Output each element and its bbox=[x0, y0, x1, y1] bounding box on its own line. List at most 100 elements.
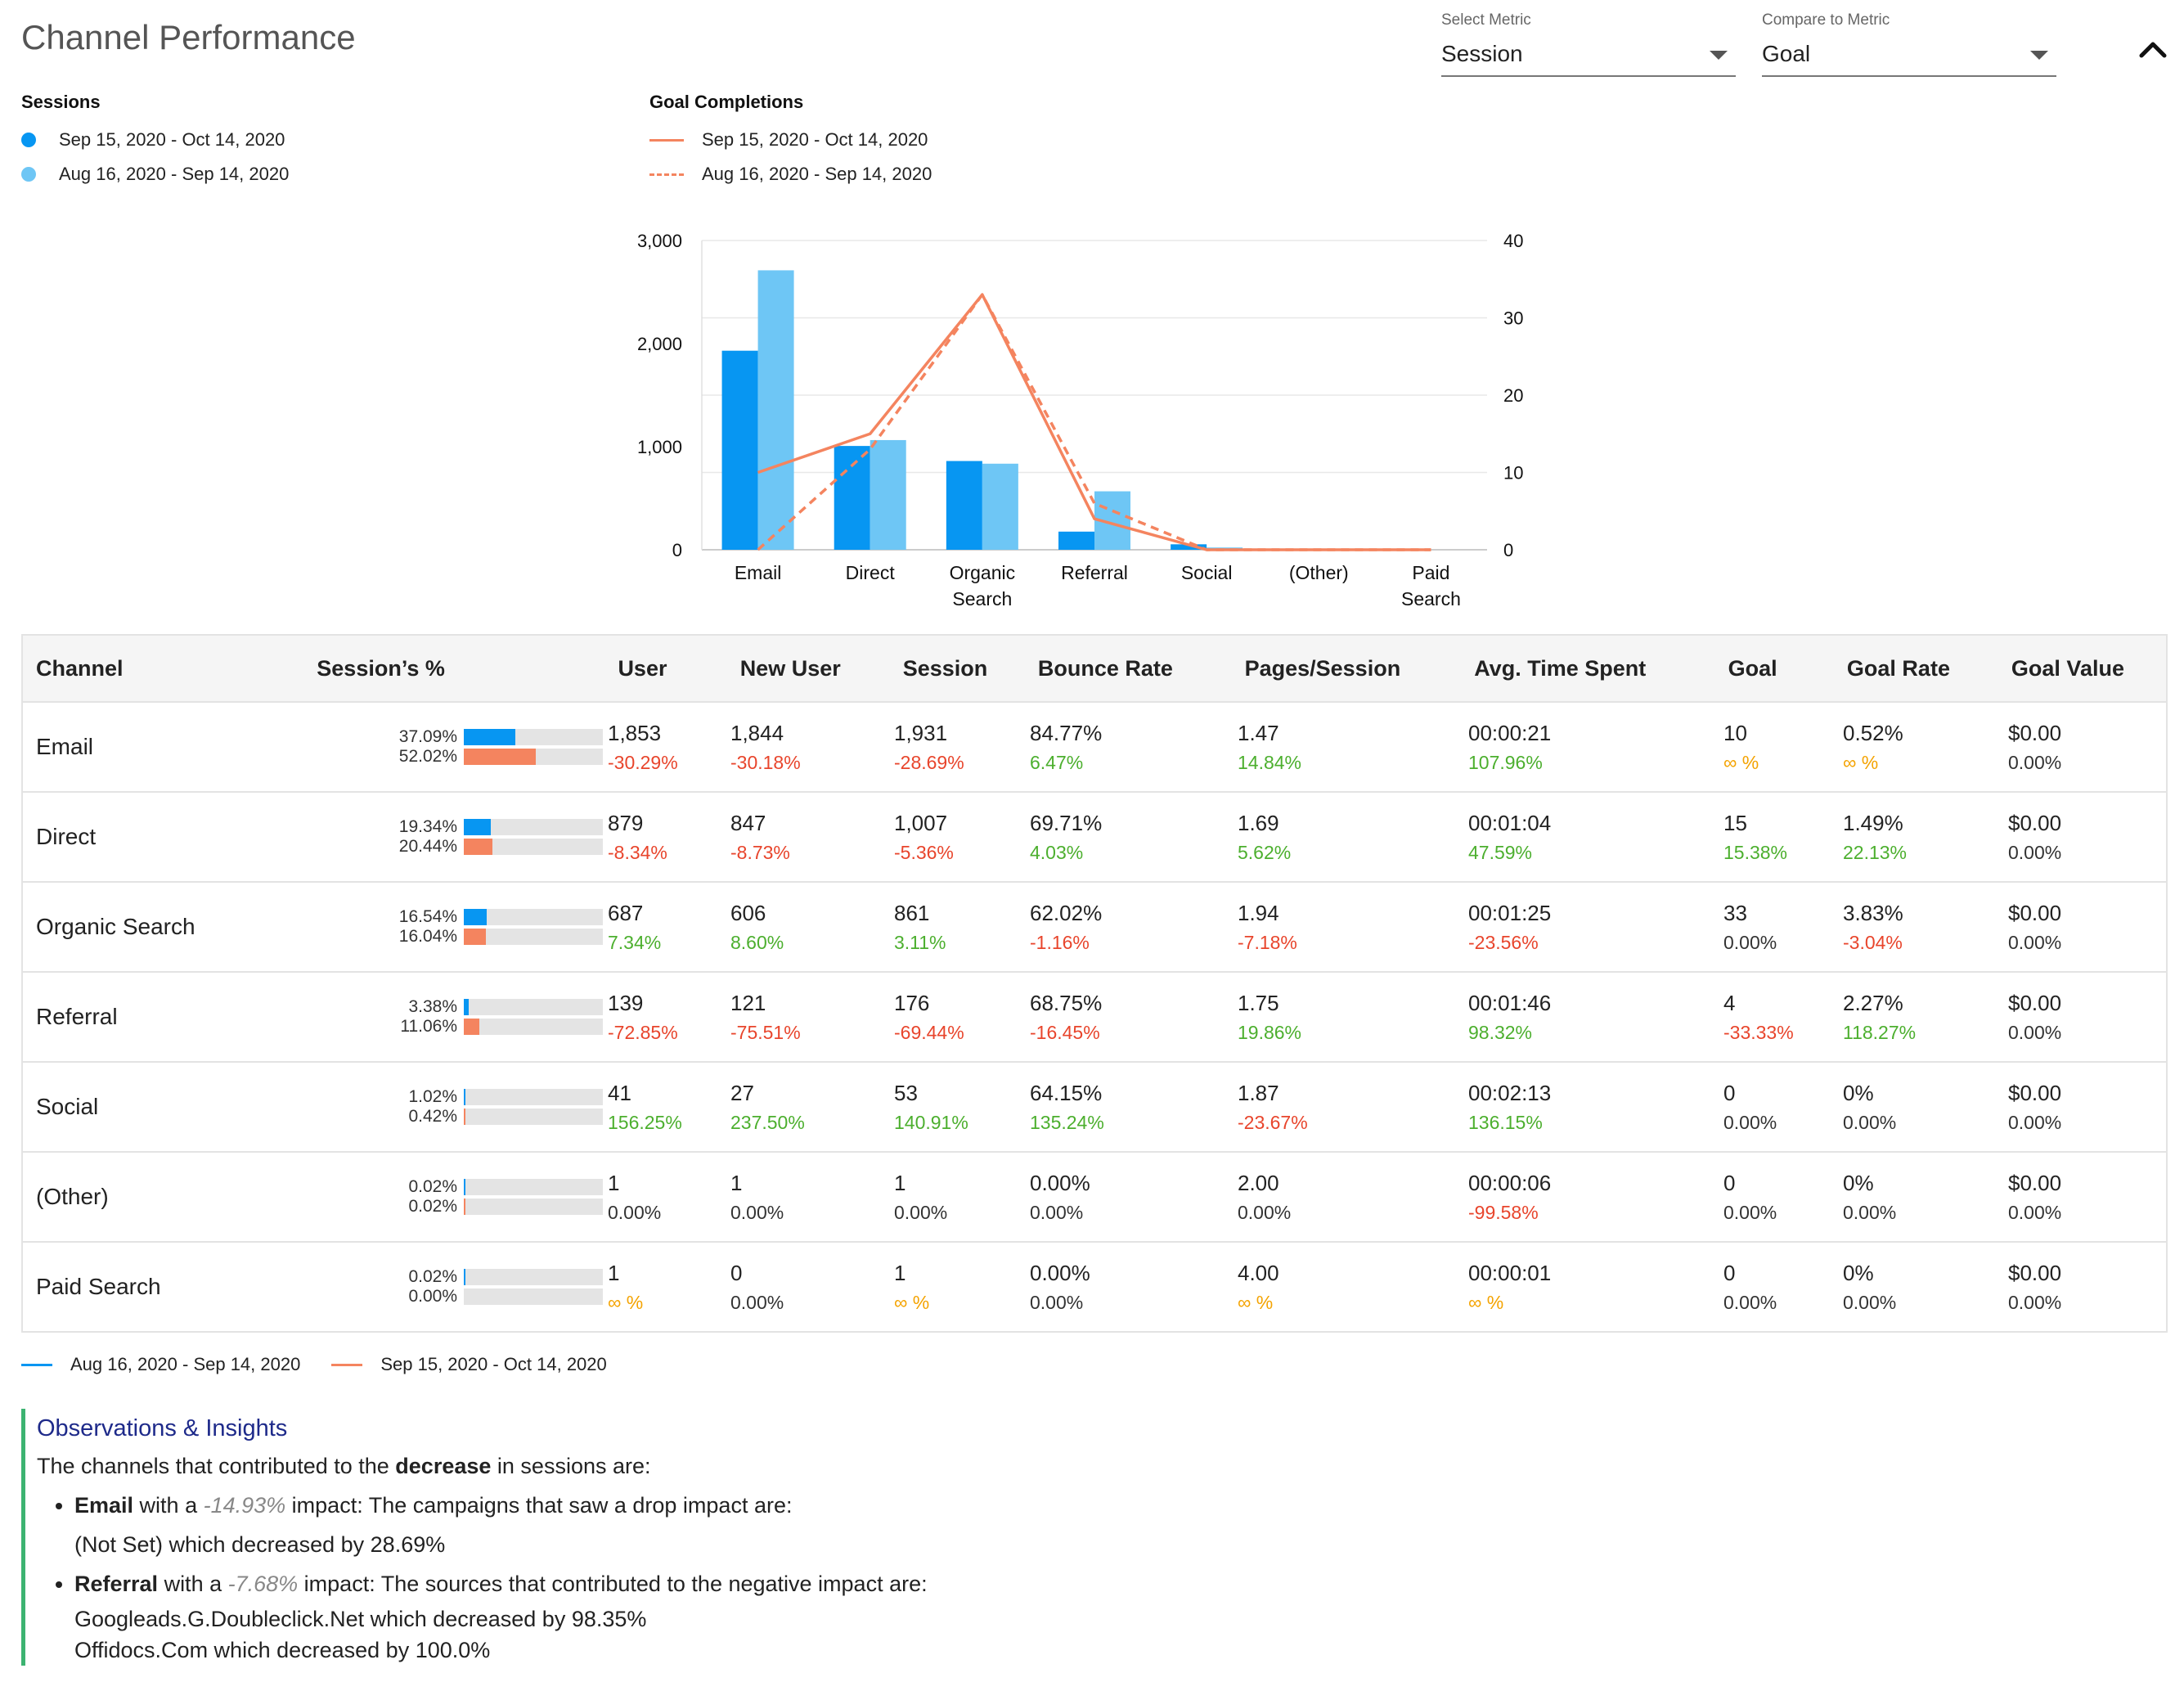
share-previous: 20.44% bbox=[305, 837, 603, 857]
goal-value-cell: $0.00 0.00% bbox=[2008, 703, 2164, 791]
compare-metric-value: Goal bbox=[1762, 41, 1811, 66]
channel-name: Referral bbox=[36, 1004, 118, 1029]
channel-name: Paid Search bbox=[36, 1274, 161, 1299]
session-bar-current bbox=[1058, 531, 1094, 550]
share-current-bar bbox=[464, 729, 603, 745]
pages-session-cell: 1.75 19.86% bbox=[1238, 973, 1468, 1061]
x-axis-category-label: Referral bbox=[1061, 562, 1128, 583]
goal-change: ∞ % bbox=[1723, 752, 1759, 773]
observation-detail: Googleads.G.Doubleclick.Net which decrea… bbox=[74, 1607, 647, 1631]
session-share-cell: 37.09% 52.02% bbox=[305, 703, 608, 791]
goal-rate-cell: 3.83% -3.04% bbox=[1843, 883, 2008, 971]
intro-bold: decrease bbox=[395, 1454, 492, 1478]
bounce-rate-cell: 68.75% -16.45% bbox=[1030, 973, 1238, 1061]
dropdown-caret-icon bbox=[1710, 51, 1728, 60]
table-row: (Other) 0.02% 0.02% 1 0.00% 1 0.00% 1 0.00% 0.00%… bbox=[23, 1153, 2166, 1243]
bounce-rate-value: 0.00% bbox=[1030, 1171, 1090, 1195]
observation-text: impact: The sources that contributed to … bbox=[298, 1572, 928, 1596]
session-value: 1 bbox=[894, 1171, 906, 1195]
observation-channel: Email bbox=[74, 1493, 134, 1518]
share-current-pct: 37.09% bbox=[398, 727, 457, 746]
legend-dot-icon bbox=[21, 133, 36, 147]
session-cell: 1,007 -5.36% bbox=[894, 793, 1030, 881]
compare-metric-dropdown[interactable]: Goal bbox=[1762, 38, 2056, 77]
pages-session-value: 1.87 bbox=[1238, 1081, 1279, 1105]
share-previous-pct: 20.44% bbox=[398, 837, 457, 856]
pages-session-cell: 1.94 -7.18% bbox=[1238, 883, 1468, 971]
goal-rate-change: 0.00% bbox=[1843, 1292, 1897, 1313]
share-current: 0.02% bbox=[305, 1177, 603, 1197]
share-current-bar-fill bbox=[464, 909, 488, 925]
user-value: 687 bbox=[608, 901, 644, 925]
share-current-pct: 0.02% bbox=[408, 1267, 457, 1286]
session-value: 1 bbox=[894, 1261, 906, 1285]
goal-value-change: 0.00% bbox=[2008, 1112, 2062, 1133]
share-previous: 16.04% bbox=[305, 927, 603, 947]
goal-value-value: $0.00 bbox=[2008, 811, 2062, 835]
chevron-up-icon[interactable] bbox=[2137, 36, 2169, 61]
session-value: 861 bbox=[894, 901, 930, 925]
bounce-rate-cell: 84.77% 6.47% bbox=[1030, 703, 1238, 791]
observation-impact: -14.93% bbox=[203, 1493, 286, 1518]
share-current: 19.34% bbox=[305, 817, 603, 837]
new-user-value: 121 bbox=[730, 991, 766, 1015]
observation-item: Referral with a -7.68% impact: The sourc… bbox=[74, 1564, 1166, 1603]
share-current-bar bbox=[464, 1179, 603, 1195]
session-change: -28.69% bbox=[894, 752, 964, 773]
legend-label: Sep 15, 2020 - Oct 14, 2020 bbox=[380, 1354, 607, 1374]
observation-channel: Referral bbox=[74, 1572, 159, 1596]
pages-session-cell: 1.69 5.62% bbox=[1238, 793, 1468, 881]
session-change: 0.00% bbox=[894, 1202, 948, 1223]
select-metric-dropdown[interactable]: Session bbox=[1441, 38, 1736, 77]
goal-value-value: $0.00 bbox=[2008, 991, 2062, 1015]
share-current-bar bbox=[464, 1269, 603, 1285]
share-current: 16.54% bbox=[305, 907, 603, 927]
channel-name: Direct bbox=[36, 824, 97, 849]
session-share-cell: 19.34% 20.44% bbox=[305, 793, 608, 881]
share-current-bar bbox=[464, 1089, 603, 1105]
table-row: Referral 3.38% 11.06% 139 -72.85% 121 -75.51% 1… bbox=[23, 973, 2166, 1063]
bounce-rate-change: 0.00% bbox=[1030, 1202, 1084, 1223]
new-user-change: 8.60% bbox=[730, 932, 784, 953]
session-share-cell: 16.54% 16.04% bbox=[305, 883, 608, 971]
new-user-value: 847 bbox=[730, 811, 766, 835]
goal-value-value: $0.00 bbox=[2008, 1261, 2062, 1285]
goal-value-cell: $0.00 0.00% bbox=[2008, 1243, 2164, 1331]
share-previous-bar-fill bbox=[464, 929, 487, 945]
pages-session-value: 2.00 bbox=[1238, 1171, 1279, 1195]
avg-time-value: 00:02:13 bbox=[1468, 1081, 1552, 1105]
new-user-value: 1,844 bbox=[730, 721, 784, 745]
observation-with: with a bbox=[133, 1493, 204, 1518]
goal-rate-value: 0.52% bbox=[1843, 721, 1903, 745]
observation-impact: -7.68% bbox=[227, 1572, 299, 1596]
goal-value: 10 bbox=[1723, 721, 1747, 745]
session-bar-previous bbox=[982, 463, 1018, 550]
new-user-change: 237.50% bbox=[730, 1112, 805, 1133]
new-user-value: 606 bbox=[730, 901, 766, 925]
channel-name: Organic Search bbox=[36, 914, 195, 939]
goal-cell: 4 -33.33% bbox=[1723, 973, 1843, 1061]
session-bar-previous bbox=[757, 270, 794, 550]
goal-rate-change: 22.13% bbox=[1843, 842, 1908, 863]
legend-line-icon bbox=[331, 1363, 363, 1366]
user-change: -8.34% bbox=[608, 842, 667, 863]
left-axis-tick-label: 3,000 bbox=[637, 231, 682, 251]
share-current-pct: 0.02% bbox=[408, 1177, 457, 1196]
channel-performance-chart: 0 1,000 2,000 3,000 0 10 20 30 40 Email Direct Orga… bbox=[637, 231, 1524, 609]
session-bar-previous bbox=[870, 439, 906, 550]
goal-value: 33 bbox=[1723, 901, 1747, 925]
table-row: Organic Search 16.54% 16.04% 687 7.34% 606 8.6… bbox=[23, 883, 2166, 973]
goal-rate-change: -3.04% bbox=[1843, 932, 1903, 953]
share-previous-bar bbox=[464, 1019, 603, 1035]
right-axis-tick-label: 0 bbox=[1503, 540, 1513, 560]
avg-time-change: -23.56% bbox=[1468, 932, 1539, 953]
goal-value: 0 bbox=[1723, 1081, 1736, 1105]
pages-session-change: 0.00% bbox=[1238, 1202, 1292, 1223]
goal-rate-change: 0.00% bbox=[1843, 1202, 1897, 1223]
new-user-cell: 121 -75.51% bbox=[730, 973, 894, 1061]
session-cell: 176 -69.44% bbox=[894, 973, 1030, 1061]
legend-label: Aug 16, 2020 - Sep 14, 2020 bbox=[59, 164, 290, 184]
user-cell: 879 -8.34% bbox=[608, 793, 730, 881]
pages-session-value: 1.69 bbox=[1238, 811, 1279, 835]
bounce-rate-cell: 69.71% 4.03% bbox=[1030, 793, 1238, 881]
